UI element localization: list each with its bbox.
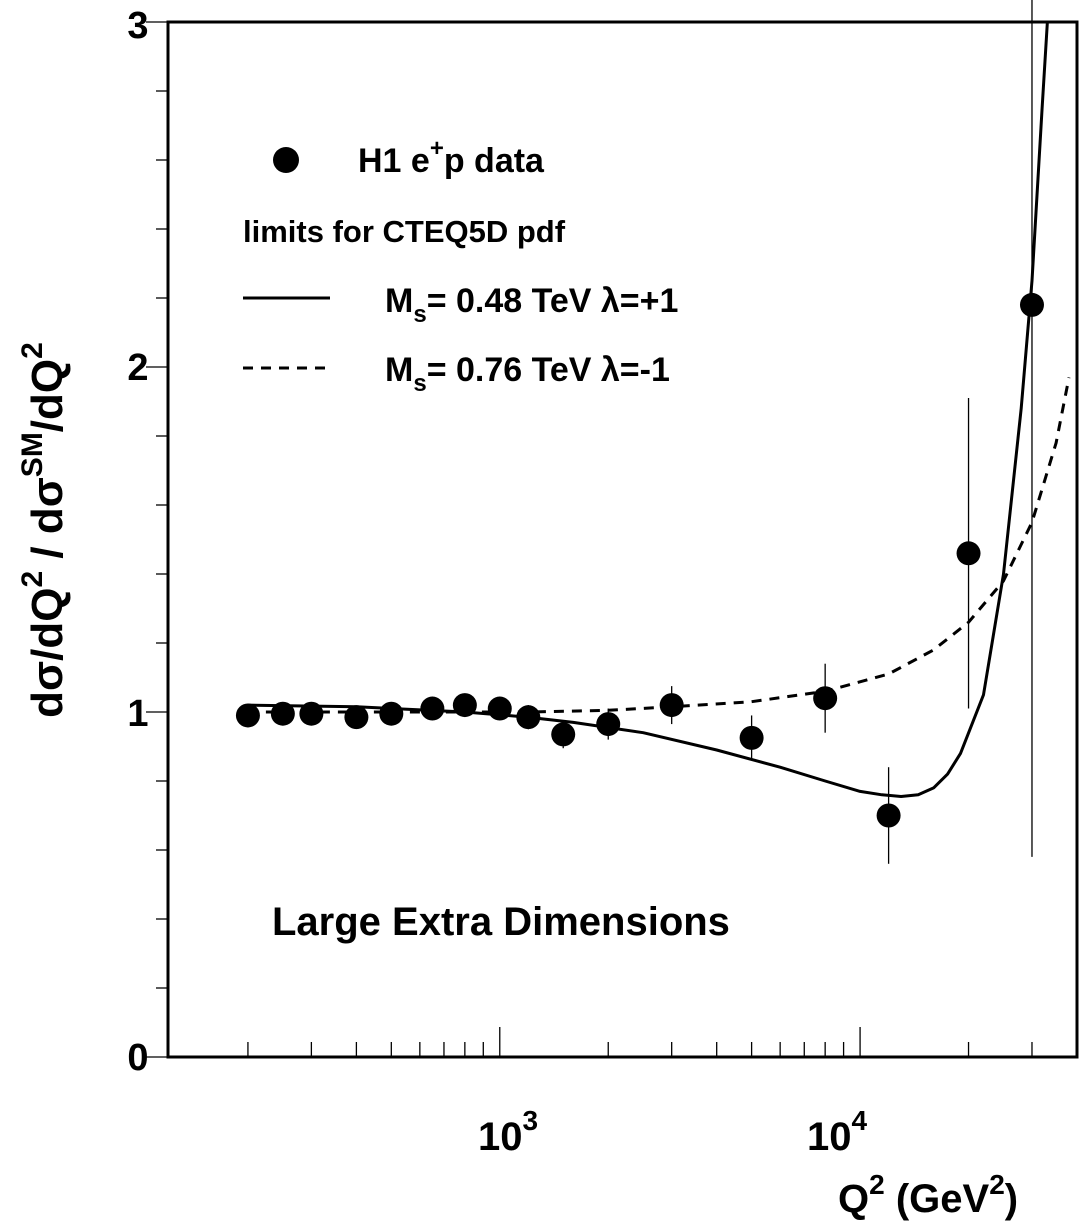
data-point-15	[956, 541, 981, 566]
y-tick-label-2: 2	[127, 347, 148, 389]
y-axis-label: dσ/dQ2 / dσSM/dQ2	[16, 342, 72, 718]
data-point-4	[379, 701, 404, 726]
legend-header: limits for CTEQ5D pdf	[243, 214, 566, 249]
x-axis-label: Q2 (GeV2)	[838, 1169, 1018, 1221]
legend-solid-label: Ms= 0.48 TeV λ=+1	[385, 282, 678, 328]
data-point-14	[876, 803, 901, 828]
data-point-3	[344, 705, 369, 730]
data-point-5	[420, 696, 445, 721]
data-point-9	[551, 722, 576, 747]
data-point-8	[516, 705, 541, 730]
data-point-0	[235, 703, 260, 728]
plot-frame	[166, 20, 1079, 1059]
annotation: Large Extra Dimensions	[272, 900, 730, 944]
y-tick-label-3: 3	[127, 5, 148, 47]
legend-dashed-label: Ms= 0.76 TeV λ=-1	[385, 351, 670, 397]
data-point-16	[1019, 292, 1044, 317]
data-point-2	[299, 701, 324, 726]
axis-ticks	[146, 21, 1078, 1058]
curve-solid	[247, 22, 1049, 798]
data-point-6	[452, 693, 477, 718]
data-point-1	[270, 701, 295, 726]
data-point-11	[659, 693, 684, 718]
legend-data-label: H1 e+p data	[358, 135, 545, 180]
data-point-13	[813, 686, 838, 711]
x-tick-label-1e4: 104	[807, 1105, 868, 1159]
data-point-10	[596, 712, 621, 737]
y-tick-label-0: 0	[127, 1037, 148, 1079]
y-tick-label-1: 1	[127, 693, 148, 735]
legend-data-marker	[273, 147, 299, 173]
data-points	[235, 0, 1044, 864]
data-point-7	[487, 696, 512, 721]
data-point-12	[739, 725, 764, 750]
legend: H1 e+p data limits for CTEQ5D pdf Ms= 0.…	[243, 135, 678, 397]
curve-dashed	[247, 377, 1071, 714]
model-curves	[247, 22, 1071, 798]
x-tick-label-1e3: 103	[478, 1105, 538, 1159]
